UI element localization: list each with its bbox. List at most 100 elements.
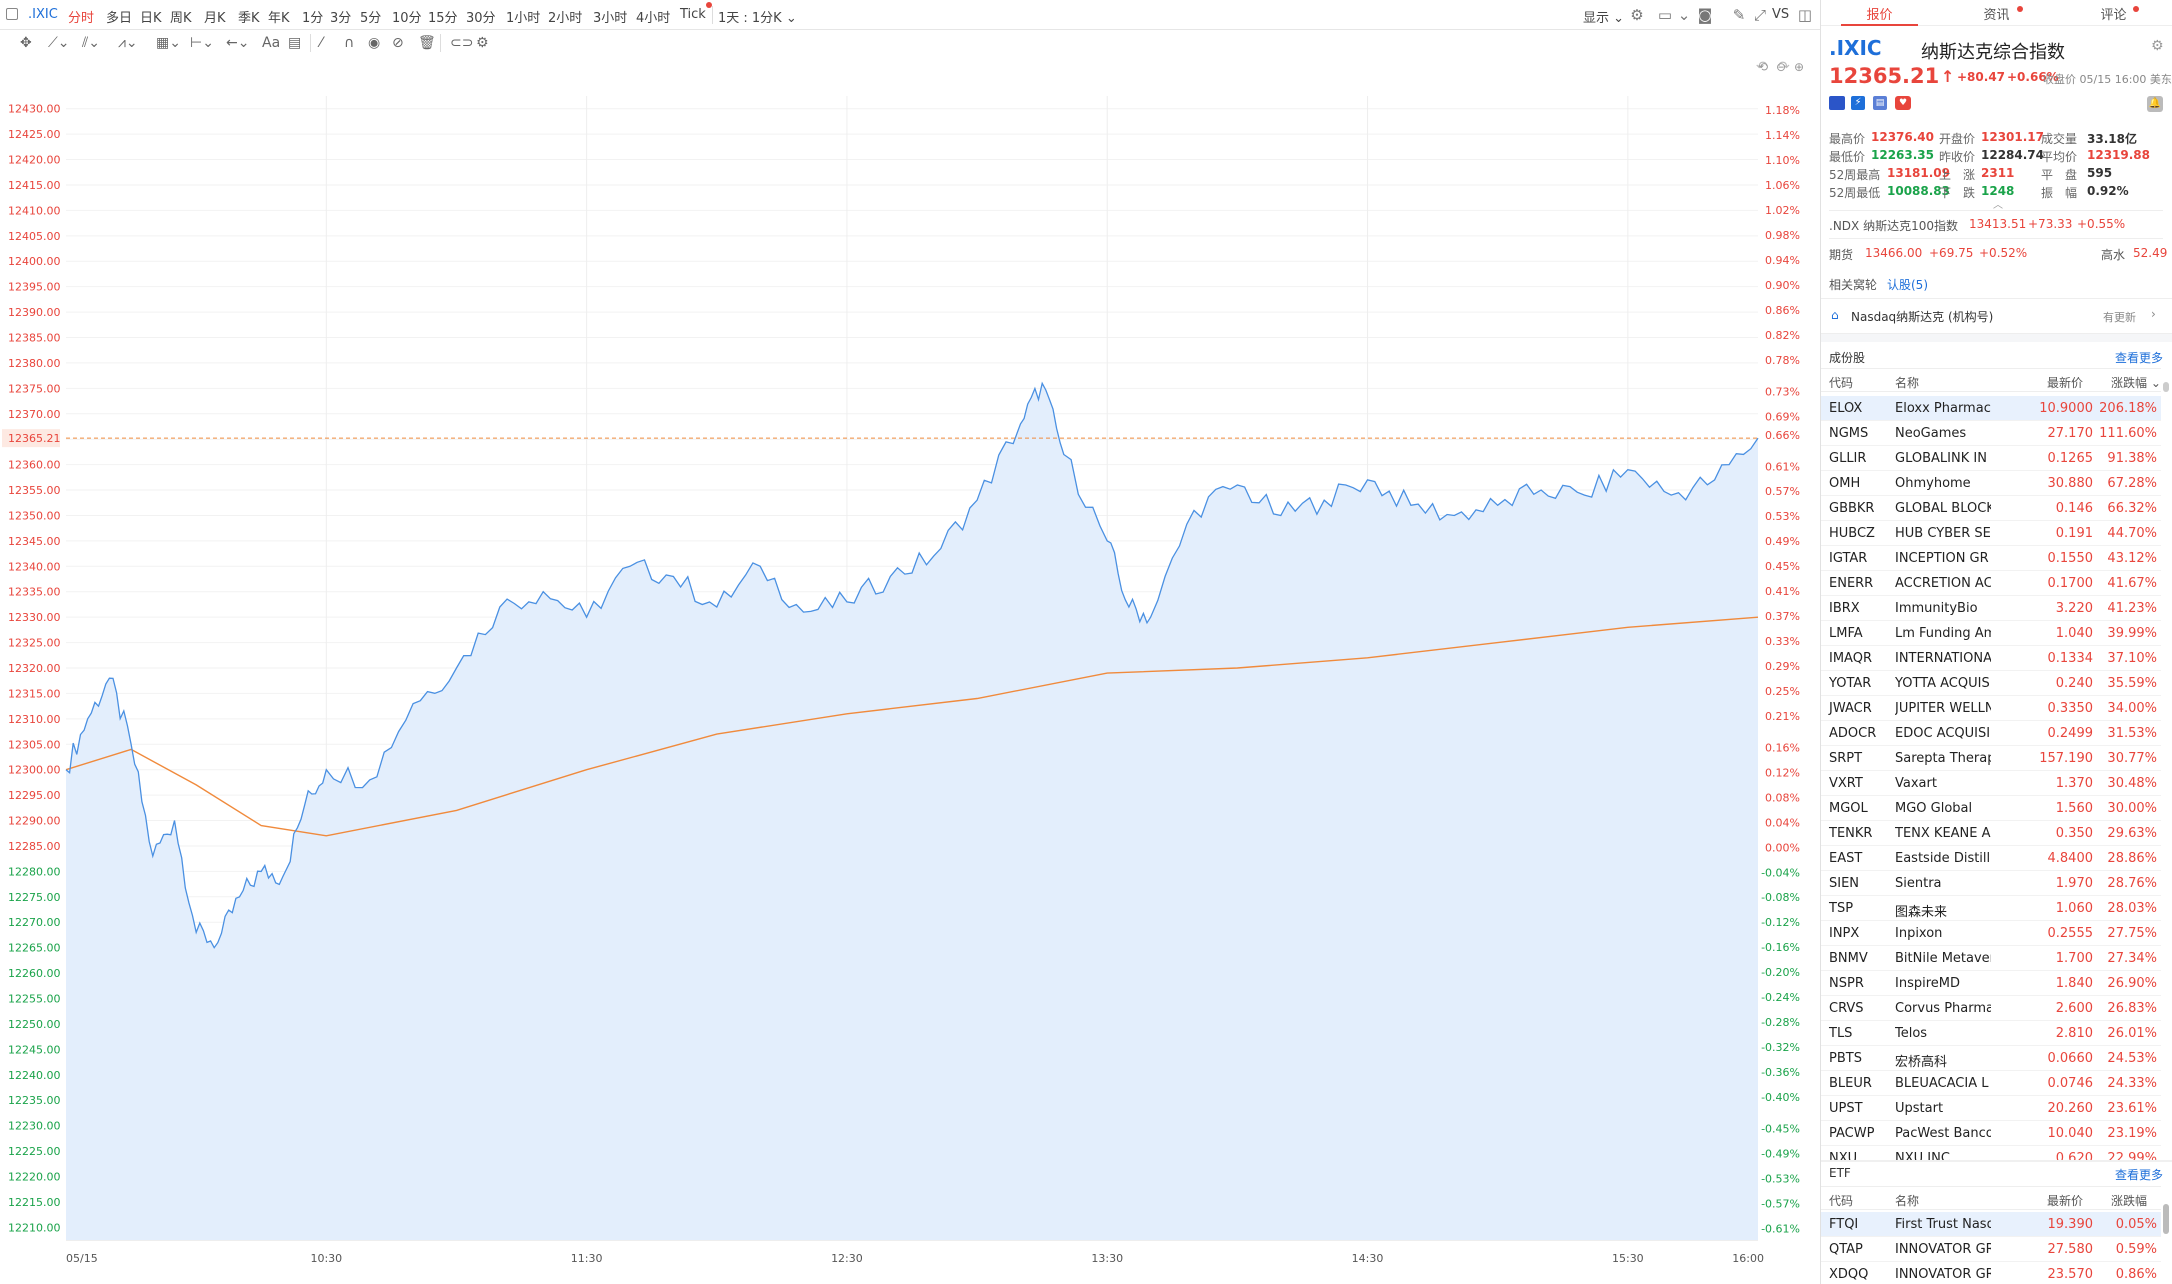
period-tab[interactable]: 季K [238,11,260,26]
period-tab[interactable]: 2小时 [548,11,583,26]
period-tab[interactable]: 15分 [428,11,458,26]
table-row[interactable]: VXRT Vaxart 1.370 30.48% [1821,771,2161,796]
compare-button[interactable]: VS [1772,7,1790,22]
pencil-icon[interactable]: ⁄ [320,35,323,51]
table-row[interactable]: NGMS NeoGames 27.170 111.60% [1821,421,2161,446]
table-row[interactable]: IMAQR INTERNATIONAL 0.1334 37.10% [1821,646,2161,671]
table-row[interactable]: FTQI First Trust Nasdaq 19.390 0.05% [1821,1212,2161,1237]
period-tab[interactable]: 1分 [302,11,324,26]
table-row[interactable]: TENKR TENX KEANE A 0.350 29.63% [1821,821,2161,846]
fib-icon[interactable]: ▦⌄ [156,35,181,51]
eye-icon[interactable]: ◉ [368,35,381,51]
table-row[interactable]: NXU NXU INC 0.620 22.99% [1821,1146,2161,1162]
period-tab[interactable]: 多日 [106,11,133,26]
period-tab[interactable]: 年K [268,11,290,26]
table-row[interactable]: QTAP INNOVATOR GR 27.580 0.59% [1821,1237,2161,1262]
table-row[interactable]: TLS Telos 2.810 26.01% [1821,1021,2161,1046]
measure-icon[interactable]: ⊢⌄ [190,35,214,51]
table-row[interactable]: MGOL MGO Global 1.560 30.00% [1821,796,2161,821]
settings-icon[interactable]: ⚙ [2151,38,2164,54]
scrollbar[interactable] [2163,1204,2169,1234]
layout-icon[interactable]: ▭ [1657,6,1673,24]
period-tab[interactable]: 日K [140,11,162,26]
symbol-list-icon[interactable] [6,8,18,20]
table-row[interactable]: IGTAR INCEPTION GR 0.1550 43.12% [1821,546,2161,571]
period-tab[interactable]: 分时 [68,11,95,26]
table-row[interactable]: INPX Inpixon 0.2555 27.75% [1821,921,2161,946]
table-row[interactable]: GBBKR GLOBAL BLOCK 0.146 66.32% [1821,496,2161,521]
doc-icon[interactable]: ▤ [1873,96,1887,110]
period-tab[interactable]: 1小时 [506,11,541,26]
period-tab[interactable]: 3分 [330,11,352,26]
zoom-in-icon[interactable]: ⊕ [1794,60,1805,74]
period-tab[interactable]: Tick [680,7,706,22]
col-price[interactable]: 最新价 [2047,1194,2084,1208]
period-tab[interactable]: 30分 [466,11,496,26]
undo-icon[interactable]: ↶ [1756,59,1768,75]
redo-icon[interactable]: ↷ [1778,59,1790,75]
table-row[interactable]: PBTS 宏桥高科 0.0660 24.53% [1821,1046,2161,1071]
col-change[interactable]: 涨跌幅 [2111,1194,2148,1208]
text-icon[interactable]: Aa [262,35,281,51]
table-row[interactable]: IBRX ImmunityBio 3.220 41.23% [1821,596,2161,621]
bell-icon[interactable]: 🔔 [2147,96,2163,112]
table-row[interactable]: CRVS Corvus Pharma 2.600 26.83% [1821,996,2161,1021]
table-row[interactable]: OMH Ohmyhome 30.880 67.28% [1821,471,2161,496]
period-tab[interactable]: 5分 [360,11,382,26]
table-row[interactable]: ELOX Eloxx Pharmaceuticals 10.9000 206.18% [1821,396,2161,421]
crosshair-icon[interactable]: ✥ [20,35,32,51]
table-row[interactable]: ADOCR EDOC ACQUISI 0.2499 31.53% [1821,721,2161,746]
camera-icon[interactable]: ◙ [1697,6,1713,24]
warrants-link[interactable]: 认股(5) [1887,278,1928,292]
tab-news[interactable]: 资讯 [1983,8,2010,23]
note-icon[interactable]: ▤ [288,35,302,51]
intraday-chart[interactable]: 12430.00 12425.00 12420.00 12415.00 12410.00… [0,56,1818,1284]
constituents-more[interactable]: 查看更多 [2115,351,2164,365]
fullscreen-icon[interactable]: ⤢ [1753,6,1766,24]
period-tab[interactable]: 4小时 [636,11,671,26]
display-menu[interactable]: 显示 ⌄ [1583,11,1625,26]
period-tab[interactable]: 10分 [392,11,422,26]
trendline-icon[interactable]: ⟋⌄ [48,35,70,51]
period-tab[interactable]: 3小时 [593,11,628,26]
range-select[interactable]: 1天 : 1分K ⌄ [718,11,797,26]
symbol-label[interactable]: .IXIC [28,7,58,22]
link-icon[interactable]: ⊂⊃ [450,35,474,51]
table-row[interactable]: BLEUR BLEUACACIA L 0.0746 24.33% [1821,1071,2161,1096]
col-change[interactable]: 涨跌幅 ⌄ [2111,376,2161,390]
table-row[interactable]: EAST Eastside Distill 4.8400 28.86% [1821,846,2161,871]
collapse-icon[interactable]: ︿ [1993,200,2003,211]
zigzag-icon[interactable]: ⩘⌄ [118,35,138,51]
table-row[interactable]: JWACR JUPITER WELLN 0.3350 34.00% [1821,696,2161,721]
table-row[interactable]: LMFA Lm Funding Am 1.040 39.99% [1821,621,2161,646]
scrollbar[interactable] [2163,382,2169,392]
channel-icon[interactable]: ⫽⌄ [82,35,100,51]
trash-icon[interactable]: 🗑 [418,35,436,51]
table-row[interactable]: HUBCZ HUB CYBER SEC 0.191 44.70% [1821,521,2161,546]
edit-icon[interactable]: ✎ [1732,6,1746,24]
etf-more[interactable]: 查看更多 [2115,1168,2164,1182]
ndx-label[interactable]: .NDX 纳斯达克100指数 [1829,219,1958,233]
heart-icon[interactable]: ♥ [1895,96,1911,110]
period-tab[interactable]: 月K [204,11,226,26]
settings-icon[interactable]: ⚙ [476,35,489,51]
tab-quote[interactable]: 报价 [1866,8,1893,23]
table-row[interactable]: BNMV BitNile Metaver 1.700 27.34% [1821,946,2161,971]
arrow-icon[interactable]: ←⌄ [226,35,250,51]
table-row[interactable]: TSP 图森未来 1.060 28.03% [1821,896,2161,921]
news-row[interactable]: ⌂ Nasdaq纳斯达克 (机构号) 有更新 › [1821,298,2172,334]
zoom-out-icon[interactable]: ⊖ [1776,60,1787,74]
table-row[interactable]: SIEN Sientra 1.970 28.76% [1821,871,2161,896]
table-row[interactable]: XDQQ INNOVATOR GR 23.570 0.86% [1821,1262,2161,1284]
settings-icon[interactable]: ⚙ [1630,6,1644,24]
magnet-icon[interactable]: ∩ [344,35,355,51]
period-tab[interactable]: 周K [170,11,192,26]
table-row[interactable]: UPST Upstart 20.260 23.61% [1821,1096,2161,1121]
table-row[interactable]: ENERR ACCRETION AC 0.1700 41.67% [1821,571,2161,596]
panel-toggle-icon[interactable]: ◫ [1797,6,1813,24]
col-price[interactable]: 最新价 [2047,376,2084,390]
table-row[interactable]: PACWP PacWest Banco 10.040 23.19% [1821,1121,2161,1146]
hide-icon[interactable]: ⊘ [392,35,404,51]
chevron-down-icon[interactable]: ⌄ [1677,6,1691,24]
chart-canvas[interactable]: 12430.00 12425.00 12420.00 12415.00 12410.00… [0,56,1818,1284]
